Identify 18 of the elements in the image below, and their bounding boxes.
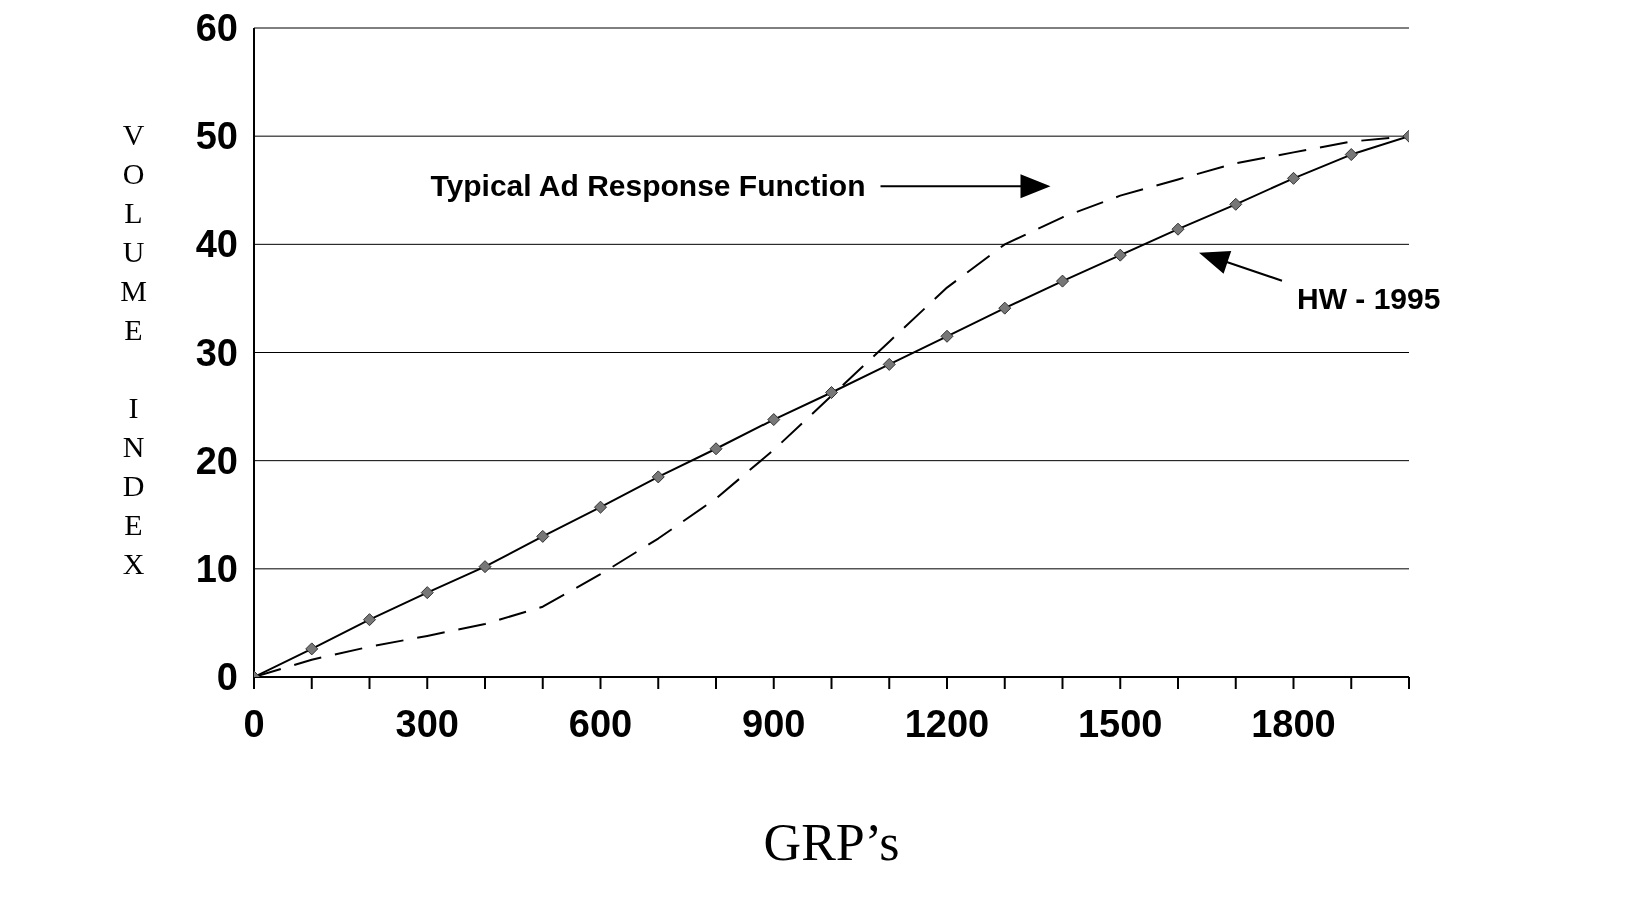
x-tick-label: 900 xyxy=(742,703,806,745)
x-tick-label: 0 xyxy=(243,703,265,745)
y-tick-label: 10 xyxy=(195,547,238,590)
x-tick-label: 1800 xyxy=(1251,703,1336,745)
y-axis-title: VOLUME INDEX xyxy=(117,118,150,586)
annotation: HW - 1995 xyxy=(1297,281,1441,315)
x-tick-label: 1200 xyxy=(904,703,990,745)
x-tick-label: 600 xyxy=(568,703,633,745)
x-axis-title: GRP’s xyxy=(762,813,901,872)
y-tick-label: 60 xyxy=(195,7,238,49)
annotation: Typical Ad Response Function xyxy=(430,169,866,203)
y-tick-label: 0 xyxy=(216,656,238,698)
x-tick-label: 300 xyxy=(395,703,459,745)
x-tick-label: 1500 xyxy=(1077,703,1163,745)
y-tick-label: 40 xyxy=(195,223,238,266)
y-tick-label: 30 xyxy=(195,331,238,374)
y-tick-label: 20 xyxy=(195,439,238,482)
y-tick-label: 50 xyxy=(195,115,238,158)
